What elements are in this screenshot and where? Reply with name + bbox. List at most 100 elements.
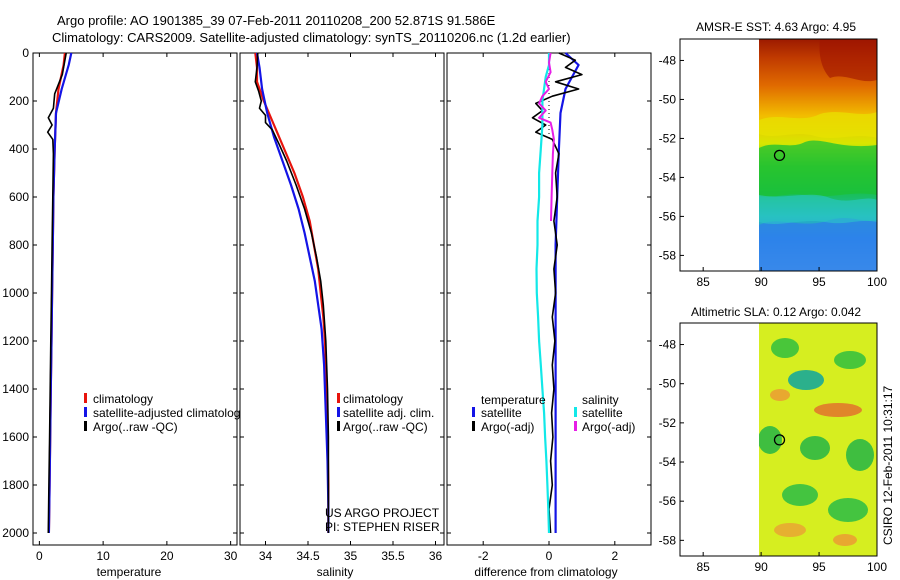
sla-orange-blob [833, 534, 857, 546]
x-tick-label: 34.5 [296, 549, 320, 563]
y-tick-label: 2000 [2, 526, 29, 540]
legend-label-satellite-adj: satellite adj. clim. [343, 406, 434, 420]
x-axis-label-difference: difference from climatology [474, 565, 617, 579]
legend-swatch-blue [337, 407, 340, 417]
difference-axes [446, 52, 652, 546]
sst-map-title: AMSR-E SST: 4.63 Argo: 4.95 [696, 20, 856, 34]
legend-swatch-red [337, 393, 340, 403]
map-lat-tick-label: -48 [659, 53, 677, 67]
map-lat-tick-label: -52 [659, 416, 677, 430]
y-tick-label: 1800 [2, 478, 29, 492]
figure-title-line1: Argo profile: AO 1901385_39 07-Feb-2011 … [57, 13, 496, 28]
x-tick-label: 34 [259, 549, 273, 563]
sla-green-blob [759, 426, 782, 454]
x-tick-label: 2 [611, 549, 618, 563]
series-argo-raw-qc [46, 52, 67, 534]
sst-argo-marker [773, 149, 786, 162]
series-temperature-argo-adj [531, 52, 583, 534]
sla-green-blob [782, 484, 818, 506]
sla-map-frame [679, 322, 878, 557]
sla-cyan-blob [788, 370, 824, 390]
y-tick-label: 600 [9, 190, 29, 204]
map-lat-tick-label: -50 [659, 377, 677, 391]
legend-swatch-black [472, 421, 475, 431]
sla-green-blob [846, 439, 874, 471]
sst-blue-band [759, 218, 877, 271]
map-lon-tick-label: 85 [696, 275, 710, 289]
figure-title-line2: Climatology: CARS2009. Satellite-adjuste… [52, 30, 571, 45]
legend-swatch-black [337, 421, 340, 431]
map-lat-tick-label: -56 [659, 494, 677, 508]
map-lat-tick-label: -50 [659, 92, 677, 106]
map-lat-tick-label: -48 [659, 338, 677, 352]
project-credit-line1: US ARGO PROJECT [325, 506, 440, 520]
legend-label-satellite-adjusted: satellite-adjusted climatolog [93, 406, 240, 420]
map-lon-tick-label: 85 [696, 560, 710, 574]
sla-orange-blob [774, 523, 806, 537]
map-lat-tick-label: -56 [659, 209, 677, 223]
map-lon-tick-label: 90 [754, 275, 768, 289]
series-salinity-argo-adj [538, 52, 555, 222]
x-axis-label-temperature: temperature [97, 565, 162, 579]
sla-orange-blob [770, 389, 790, 401]
legend-label-climatology: climatology [93, 392, 153, 406]
map-lon-tick-label: 90 [754, 560, 768, 574]
y-tick-label: 1000 [2, 286, 29, 300]
x-tick-label: -2 [478, 549, 489, 563]
difference-legend: temperature salinity satellite Argo(-adj… [472, 393, 635, 434]
legend-label-climatology: climatology [343, 392, 403, 406]
legend-swatch-cyan [574, 407, 577, 417]
csiro-timestamp: CSIRO 12-Feb-2011 10:31:17 [881, 385, 895, 545]
legend-label-sal-satellite: satellite [582, 406, 623, 420]
y-tick-label: 1600 [2, 430, 29, 444]
y-tick-label: 1200 [2, 334, 29, 348]
sla-green-blob [771, 338, 799, 358]
legend-label-sal-argo: Argo(-adj) [582, 420, 635, 434]
series-temperature-satellite [554, 52, 580, 533]
sla-argo-marker [773, 434, 786, 446]
x-tick-label: 30 [224, 549, 238, 563]
series-salinity-satellite [535, 53, 551, 534]
map-lat-tick-label: -58 [659, 533, 677, 547]
sst-map-field [759, 39, 877, 271]
temperature-legend: climatology satellite-adjusted climatolo… [84, 392, 240, 434]
sla-map-title: Altimetric SLA: 0.12 Argo: 0.042 [691, 305, 861, 319]
series-satellite-adj-clim [255, 52, 330, 533]
x-tick-label: 0 [36, 549, 43, 563]
salinity-axes [239, 52, 445, 546]
sla-map-field [759, 323, 877, 556]
sla-orange-blob [814, 403, 862, 417]
x-tick-label: 0 [546, 549, 553, 563]
x-tick-label: 35 [344, 549, 358, 563]
legend-title-salinity: salinity [582, 393, 619, 407]
y-tick-label: 800 [9, 238, 29, 252]
sst-red-patch [819, 39, 877, 82]
salinity-legend: climatology satellite adj. clim. Argo(..… [337, 392, 434, 434]
x-axis-label-salinity: salinity [317, 565, 354, 579]
legend-label-argo: Argo(..raw -QC) [343, 420, 428, 434]
temperature-axes [32, 52, 238, 546]
legend-swatch-magenta [574, 421, 577, 431]
legend-swatch-blue [84, 407, 87, 417]
sst-green-band [759, 140, 877, 198]
sla-green-blob [828, 498, 868, 522]
legend-label-temp-argo: Argo(-adj) [481, 420, 534, 434]
legend-label-temp-satellite: satellite [481, 406, 522, 420]
map-lon-tick-label: 100 [867, 560, 887, 574]
legend-swatch-black [84, 421, 87, 431]
legend-swatch-blue [472, 407, 475, 417]
sst-map-frame [679, 38, 878, 272]
y-tick-label: 200 [9, 94, 29, 108]
map-lon-tick-label: 95 [812, 560, 826, 574]
x-tick-label: 36 [429, 549, 443, 563]
project-credit-line2: PI: STEPHEN RISER [325, 520, 440, 534]
sla-green-blob [800, 436, 830, 460]
map-lat-tick-label: -58 [659, 248, 677, 262]
sst-cyan-band [759, 194, 877, 224]
map-lat-tick-label: -52 [659, 131, 677, 145]
x-tick-label: 10 [96, 549, 110, 563]
y-tick-label: 0 [22, 46, 29, 60]
legend-label-argo: Argo(..raw -QC) [93, 420, 178, 434]
sla-green-blob [834, 351, 866, 369]
